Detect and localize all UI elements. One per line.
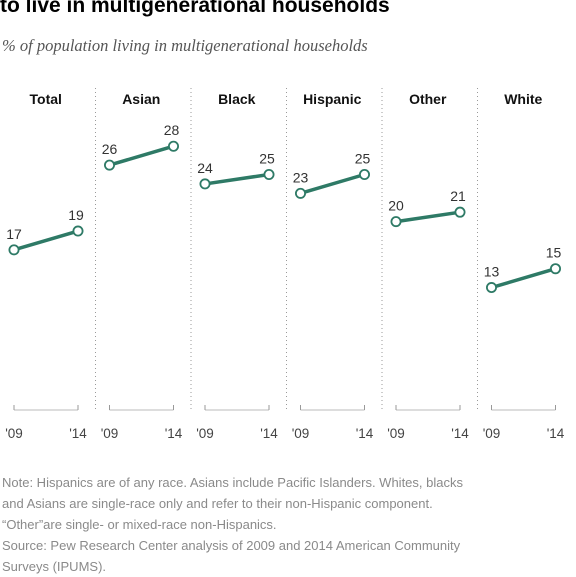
note-line: and Asians are single-race only and refe… — [2, 496, 433, 511]
data-point — [485, 282, 497, 294]
data-point — [550, 263, 562, 275]
data-label: 25 — [259, 151, 275, 167]
data-label: 24 — [197, 160, 213, 176]
data-point — [390, 216, 402, 228]
data-label: 19 — [68, 207, 84, 223]
data-point — [104, 159, 116, 171]
panel-label-other: Other — [409, 91, 447, 107]
panel-label-asian: Asian — [122, 91, 160, 107]
data-label: 15 — [546, 245, 562, 261]
data-label: 13 — [484, 264, 500, 280]
data-label: 28 — [164, 122, 180, 138]
note-line: Note: Hispanics are of any race. Asians … — [2, 475, 463, 490]
data-label: 26 — [102, 141, 118, 157]
data-label: 21 — [450, 188, 466, 204]
chart-title: to live in multigenerational households — [0, 0, 390, 17]
x-tick-label: '09 — [483, 426, 501, 441]
source-line: Source: Pew Research Center analysis of … — [2, 538, 461, 553]
x-tick-label: '09 — [5, 426, 23, 441]
x-tick-label: '14 — [547, 426, 565, 441]
series-line — [298, 172, 367, 196]
data-point — [167, 140, 179, 152]
chart-subtitle: % of population living in multigeneratio… — [2, 36, 368, 55]
panel-label-white: White — [504, 91, 542, 107]
x-tick-label: '14 — [356, 426, 374, 441]
x-tick-label: '09 — [387, 426, 405, 441]
series-line — [107, 144, 176, 167]
data-label: 20 — [388, 198, 404, 214]
panel-label-total: Total — [30, 91, 62, 107]
x-tick-label: '14 — [69, 426, 87, 441]
source-line: Surveys (IPUMS). — [2, 559, 107, 574]
data-point — [454, 206, 466, 218]
series-line — [394, 210, 462, 224]
data-point — [358, 168, 370, 180]
data-label: 23 — [293, 169, 309, 185]
note-line: “Other”are single- or mixed-race non-His… — [2, 517, 277, 532]
data-point — [294, 187, 306, 199]
data-point — [199, 178, 211, 190]
x-tick-label: '09 — [101, 426, 119, 441]
notes: Note: Hispanics are of any race. Asians … — [2, 472, 572, 577]
x-tick-label: '14 — [165, 426, 183, 441]
data-label: 17 — [6, 226, 22, 242]
panel-label-black: Black — [218, 91, 256, 107]
data-label: 25 — [355, 151, 371, 167]
series-line — [489, 266, 558, 290]
x-tick-label: '09 — [292, 426, 310, 441]
x-tick-label: '14 — [260, 426, 278, 441]
series-line — [203, 172, 271, 186]
data-point — [8, 244, 20, 256]
data-point — [72, 225, 84, 237]
panel-label-hispanic: Hispanic — [303, 91, 362, 107]
x-tick-label: '09 — [196, 426, 214, 441]
x-tick-label: '14 — [451, 426, 469, 441]
chart-svg: Total '09 '14 17 19 Asian '09 '14 26 28 Black '09 '1… — [5, 88, 565, 441]
data-point — [263, 168, 275, 180]
series-line — [12, 229, 80, 252]
